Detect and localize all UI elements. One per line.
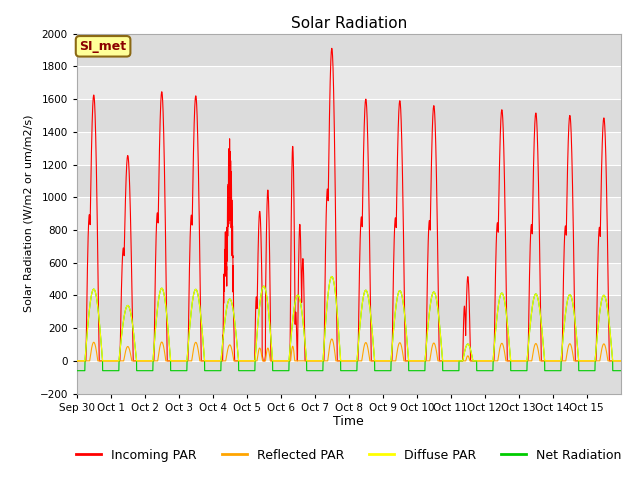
Bar bbox=[77, 361, 621, 394]
Reflected PAR bbox=[328, 336, 335, 342]
Reflected PAR bbox=[369, 358, 377, 364]
Bar bbox=[77, 34, 621, 66]
Reflected PAR bbox=[73, 358, 81, 364]
Reflected PAR bbox=[539, 358, 547, 364]
Reflected PAR bbox=[498, 340, 506, 346]
Diffuse PAR bbox=[539, 336, 547, 341]
Incoming PAR bbox=[328, 46, 335, 51]
Incoming PAR bbox=[186, 260, 193, 265]
Incoming PAR bbox=[539, 358, 547, 364]
Net Radiation bbox=[539, 336, 547, 341]
Incoming PAR bbox=[73, 358, 81, 364]
Bar bbox=[77, 99, 621, 132]
Line: Reflected PAR: Reflected PAR bbox=[77, 339, 621, 361]
Diffuse PAR bbox=[617, 358, 625, 364]
Diffuse PAR bbox=[369, 337, 377, 343]
Reflected PAR bbox=[398, 347, 406, 352]
Bar bbox=[77, 132, 621, 165]
Net Radiation bbox=[617, 368, 625, 373]
Bar bbox=[77, 230, 621, 263]
Bar bbox=[77, 197, 621, 230]
Net Radiation bbox=[498, 290, 506, 296]
Legend: Incoming PAR, Reflected PAR, Diffuse PAR, Net Radiation: Incoming PAR, Reflected PAR, Diffuse PAR… bbox=[71, 444, 627, 467]
Diffuse PAR bbox=[525, 338, 532, 344]
Bar bbox=[77, 328, 621, 361]
Diffuse PAR bbox=[398, 294, 406, 300]
Net Radiation bbox=[73, 368, 81, 373]
Text: SI_met: SI_met bbox=[79, 40, 127, 53]
Diffuse PAR bbox=[186, 326, 193, 332]
Incoming PAR bbox=[498, 107, 506, 113]
Incoming PAR bbox=[369, 358, 377, 364]
Diffuse PAR bbox=[73, 358, 81, 364]
Bar bbox=[77, 165, 621, 197]
Incoming PAR bbox=[398, 154, 406, 159]
Diffuse PAR bbox=[498, 290, 506, 296]
Incoming PAR bbox=[525, 317, 532, 323]
Net Radiation bbox=[398, 294, 406, 300]
Incoming PAR bbox=[617, 358, 625, 364]
Line: Net Radiation: Net Radiation bbox=[77, 276, 621, 371]
Line: Incoming PAR: Incoming PAR bbox=[77, 48, 621, 361]
Net Radiation bbox=[186, 326, 193, 332]
Reflected PAR bbox=[525, 358, 532, 364]
Reflected PAR bbox=[186, 358, 193, 364]
Net Radiation bbox=[525, 338, 532, 344]
Y-axis label: Solar Radiation (W/m2 or um/m2/s): Solar Radiation (W/m2 or um/m2/s) bbox=[24, 115, 34, 312]
Net Radiation bbox=[328, 274, 335, 279]
Bar bbox=[77, 295, 621, 328]
Diffuse PAR bbox=[328, 274, 335, 279]
Net Radiation bbox=[369, 337, 377, 343]
X-axis label: Time: Time bbox=[333, 415, 364, 429]
Line: Diffuse PAR: Diffuse PAR bbox=[77, 276, 621, 361]
Reflected PAR bbox=[617, 358, 625, 364]
Title: Solar Radiation: Solar Radiation bbox=[291, 16, 407, 31]
Bar bbox=[77, 66, 621, 99]
Bar bbox=[77, 263, 621, 295]
